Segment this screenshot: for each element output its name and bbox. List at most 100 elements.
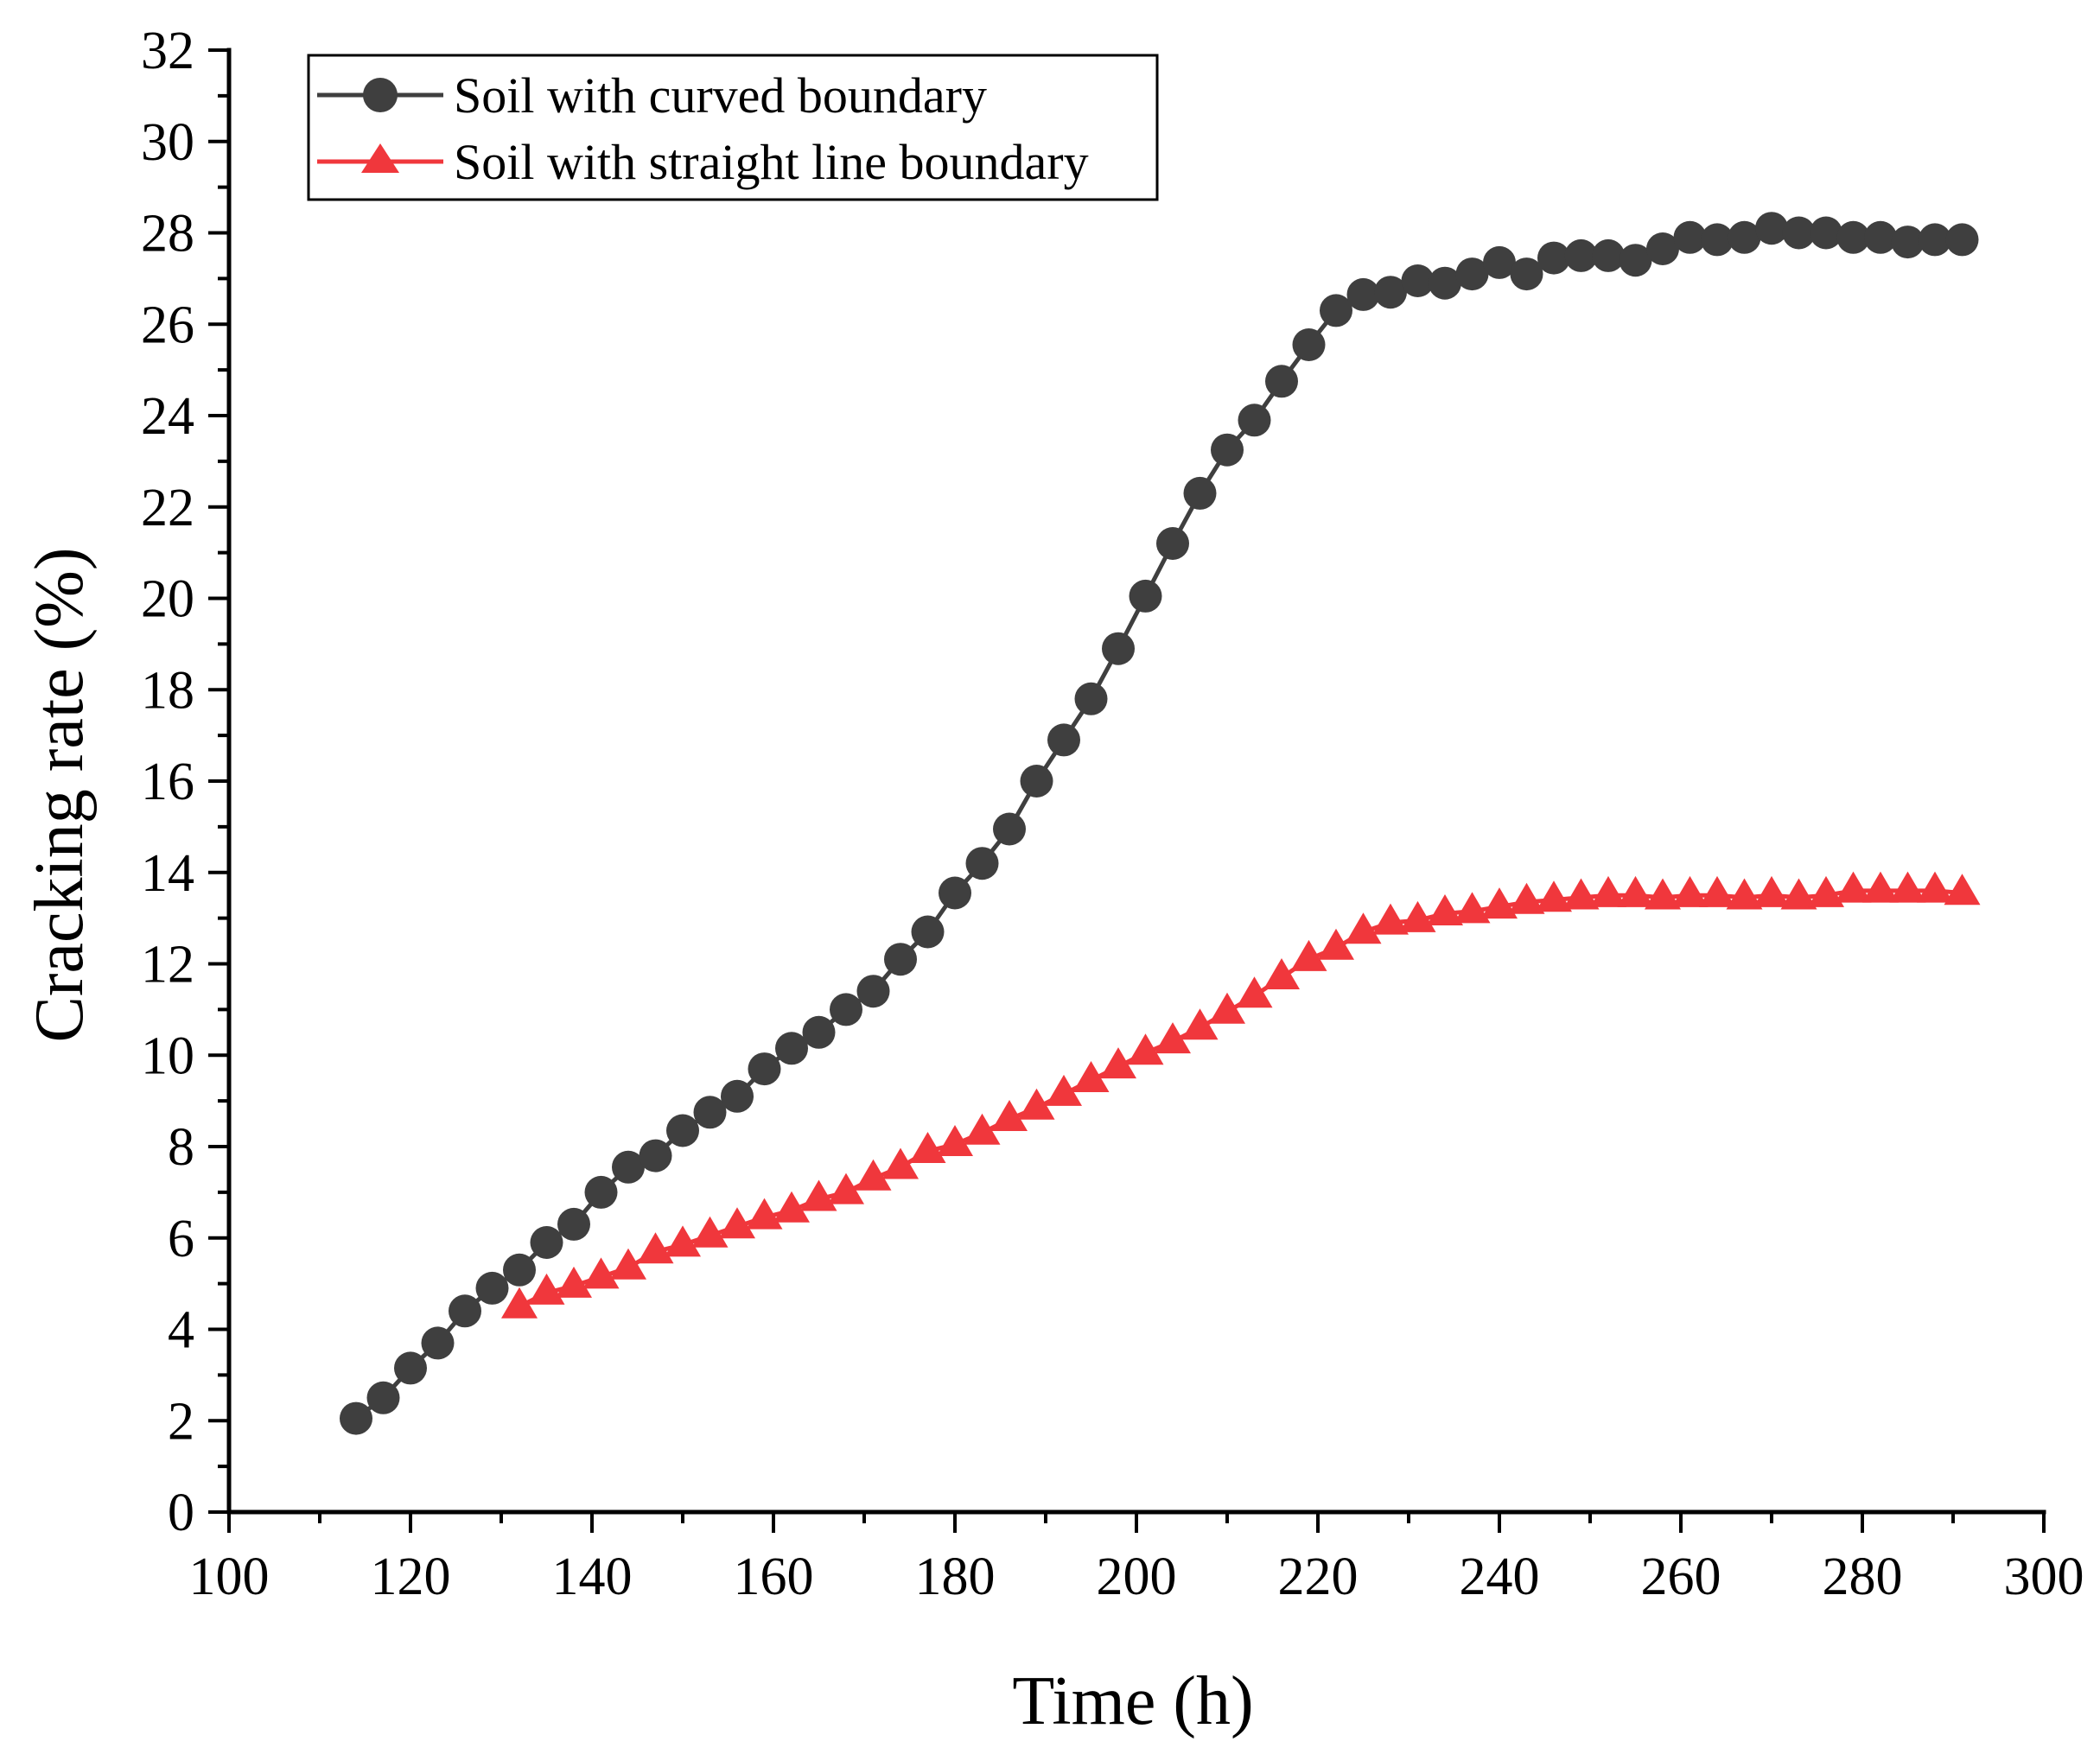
y-tick-label: 2 (168, 1392, 194, 1451)
y-tick-label: 8 (168, 1118, 194, 1177)
y-tick-label: 30 (141, 113, 194, 172)
data-point-curved (1864, 220, 1897, 254)
data-point-curved (1455, 257, 1489, 291)
y-tick-label: 20 (141, 570, 194, 629)
data-point-straight (1372, 903, 1409, 935)
x-tick-label: 220 (1278, 1547, 1359, 1606)
data-point-curved (1592, 238, 1625, 272)
data-point-straight (528, 1273, 565, 1305)
legend-marker-curved (363, 78, 398, 112)
data-point-curved (1564, 238, 1598, 272)
legend-label-straight: Soil with straight line boundary (454, 134, 1089, 190)
x-tick-label: 200 (1097, 1547, 1177, 1606)
data-point-curved (1374, 276, 1407, 309)
data-point-curved (340, 1401, 372, 1435)
y-tick-label: 28 (141, 205, 194, 264)
data-point-straight (828, 1173, 864, 1204)
data-point-straight (1127, 1033, 1164, 1065)
x-tick-label: 100 (189, 1547, 270, 1606)
data-point-straight (1917, 871, 1953, 903)
data-point-curved (394, 1351, 427, 1385)
data-point-straight (1100, 1047, 1136, 1079)
data-point-curved (584, 1175, 618, 1209)
data-point-curved (639, 1139, 672, 1173)
data-point-straight (964, 1113, 1001, 1145)
data-point-straight (1726, 878, 1763, 910)
data-point-curved (1510, 257, 1543, 291)
data-point-straight (773, 1191, 810, 1223)
data-point-curved (1537, 241, 1570, 275)
x-tick-label: 180 (915, 1547, 996, 1606)
data-point-straight (1508, 882, 1545, 914)
x-axis-title: Time (h) (1012, 1663, 1253, 1739)
data-point-curved (1483, 245, 1516, 279)
data-point-straight (909, 1132, 946, 1163)
data-point-straight (665, 1225, 701, 1257)
data-point-straight (1862, 871, 1899, 903)
data-point-straight (937, 1125, 973, 1156)
data-point-curved (884, 943, 917, 976)
data-point-straight (882, 1147, 919, 1179)
data-point-straight (1562, 878, 1600, 910)
data-point-straight (556, 1266, 592, 1298)
data-point-straight (1808, 875, 1844, 907)
data-point-curved (775, 1032, 808, 1065)
data-point-curved (1401, 264, 1435, 297)
data-point-curved (1211, 433, 1244, 467)
data-point-straight (1427, 894, 1463, 925)
data-point-straight (637, 1232, 674, 1264)
data-point-straight (1481, 887, 1518, 919)
data-point-curved (1265, 365, 1298, 398)
data-point-curved (1755, 212, 1788, 245)
data-point-straight (1944, 874, 1981, 906)
data-point-curved (693, 1096, 727, 1129)
data-point-curved (965, 847, 999, 880)
data-point-curved (1619, 244, 1652, 277)
data-point-curved (1891, 226, 1925, 259)
data-point-straight (991, 1100, 1028, 1131)
data-point-curved (449, 1294, 481, 1328)
data-point-straight (1454, 892, 1491, 924)
data-point-curved (1292, 328, 1326, 361)
data-point-curved (856, 975, 890, 1008)
y-tick-label: 22 (141, 479, 194, 537)
legend-box (307, 54, 1159, 201)
data-point-curved (1673, 220, 1707, 254)
data-point-curved (1238, 404, 1271, 437)
data-point-curved (1102, 632, 1135, 665)
y-tick-label: 32 (141, 22, 194, 80)
data-point-straight (1617, 875, 1654, 907)
data-point-straight (1399, 900, 1436, 932)
data-point-curved (830, 993, 862, 1026)
data-point-curved (748, 1052, 781, 1086)
data-point-curved (1129, 579, 1162, 613)
legend-label-curved: Soil with curved boundary (454, 67, 987, 124)
x-tick-label: 260 (1641, 1547, 1721, 1606)
data-point-curved (993, 812, 1026, 846)
data-point-curved (1701, 223, 1734, 257)
data-point-curved (612, 1150, 645, 1184)
data-point-straight (1290, 939, 1327, 971)
data-point-straight (1181, 1008, 1219, 1040)
data-point-straight (1236, 976, 1273, 1008)
data-point-straight (1263, 958, 1300, 989)
data-point-straight (1018, 1088, 1055, 1120)
data-point-straight (1318, 928, 1354, 960)
legend: Soil with curved boundary Soil with stra… (307, 54, 1159, 201)
data-point-straight (855, 1159, 892, 1191)
y-tick-label: 24 (141, 387, 194, 446)
data-point-straight (1590, 875, 1626, 907)
data-point-straight (1209, 992, 1245, 1024)
data-point-curved (1320, 294, 1352, 327)
data-point-curved (1782, 216, 1816, 250)
data-point-straight (1536, 880, 1572, 912)
data-point-straight (1046, 1074, 1082, 1106)
y-tick-label: 0 (168, 1484, 194, 1542)
data-point-straight (501, 1287, 538, 1319)
data-point-straight (1835, 871, 1872, 903)
y-axis-title: Cracking rate (%) (22, 547, 98, 1042)
data-point-curved (1346, 277, 1380, 311)
data-point-curved (1728, 220, 1761, 254)
y-tick-label: 12 (141, 936, 194, 995)
